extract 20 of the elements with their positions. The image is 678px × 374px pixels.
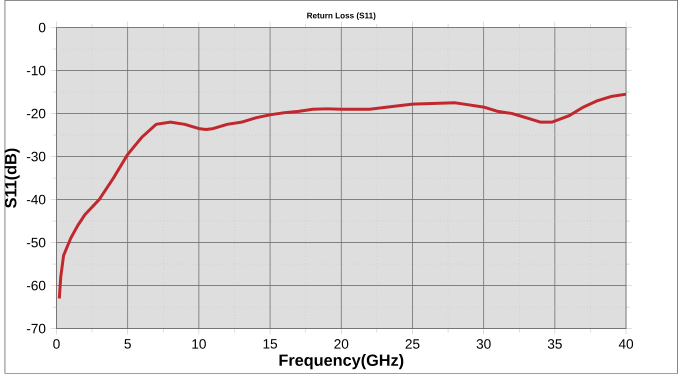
x-tick-label: 35 — [548, 339, 562, 349]
y-tick-label: -60 — [26, 280, 46, 291]
x-tick-label: 20 — [334, 339, 348, 349]
chart-title: Return Loss (S11) — [307, 12, 376, 20]
x-tick-label: 15 — [264, 339, 278, 349]
y-tick-label: 0 — [38, 22, 46, 32]
y-tick-label: -10 — [26, 66, 46, 76]
x-tick-label: 0 — [53, 339, 60, 349]
x-tick-label: 30 — [476, 339, 491, 349]
x-tick-label: 25 — [406, 339, 420, 349]
x-tick-label: 5 — [124, 339, 131, 349]
y-tick-label: -30 — [26, 152, 46, 162]
y-tick-label: -70 — [26, 324, 46, 334]
y-tick-label: -40 — [26, 194, 46, 204]
x-tick-label: 40 — [618, 339, 634, 349]
y-tick-label: -20 — [26, 108, 46, 118]
x-tick-label: 10 — [192, 339, 206, 349]
y-axis-title: S11(dB) — [4, 148, 20, 208]
x-axis-title: Frequency(GHz) — [280, 354, 404, 370]
y-tick-label: -50 — [26, 238, 46, 248]
